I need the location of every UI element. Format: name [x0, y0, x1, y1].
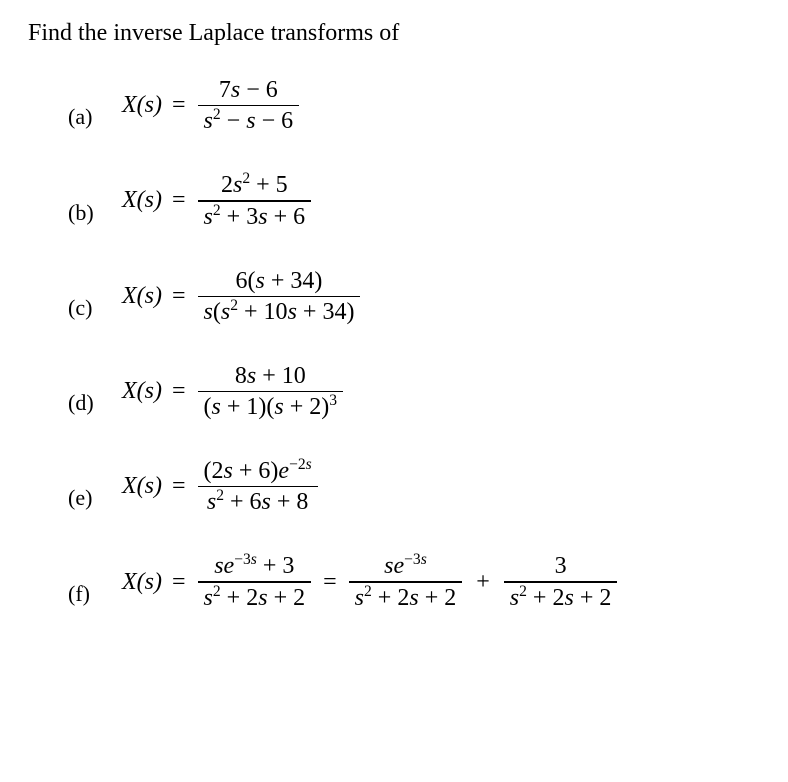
label-a: (a)	[68, 104, 104, 136]
label-c: (c)	[68, 295, 104, 327]
numerator-d: 8s + 10	[229, 361, 312, 391]
denominator-f-r2: s2 + 2s + 2	[504, 583, 618, 613]
problem-list: (a) X(s) = 7s − 6 s2 − s − 6 (b) X(s) = …	[68, 75, 760, 613]
equation-c: X(s) = 6(s + 34) s(s2 + 10s + 34)	[122, 266, 362, 327]
problem-b: (b) X(s) = 2s2 + 5 s2 + 3s + 6	[68, 170, 760, 231]
equals-c: =	[172, 283, 186, 310]
lhs-e: X(s)	[122, 473, 162, 500]
fraction-f-r1: se−3s s2 + 2s + 2	[349, 551, 463, 612]
denominator-f-r1: s2 + 2s + 2	[349, 583, 463, 613]
equation-f: X(s) = se−3s + 3 s2 + 2s + 2 = se−3s s2 …	[122, 551, 619, 612]
fraction-d: 8s + 10 (s + 1)(s + 2)3	[198, 361, 344, 422]
denominator-e: s2 + 6s + 8	[201, 487, 315, 517]
problem-d: (d) X(s) = 8s + 10 (s + 1)(s + 2)3	[68, 361, 760, 422]
equals-a: =	[172, 92, 186, 119]
lhs-b: X(s)	[122, 187, 162, 214]
lhs-f: X(s)	[122, 569, 162, 596]
fraction-e: (2s + 6)e−2s s2 + 6s + 8	[198, 456, 318, 517]
numerator-c: 6(s + 34)	[230, 266, 329, 296]
label-e: (e)	[68, 485, 104, 517]
label-d: (d)	[68, 390, 104, 422]
lhs-d: X(s)	[122, 378, 162, 405]
equals-d: =	[172, 378, 186, 405]
plus-f: +	[476, 569, 490, 596]
label-f: (f)	[68, 581, 104, 613]
problem-c: (c) X(s) = 6(s + 34) s(s2 + 10s + 34)	[68, 266, 760, 327]
fraction-f-left: se−3s + 3 s2 + 2s + 2	[198, 551, 312, 612]
label-b: (b)	[68, 200, 104, 232]
denominator-d: (s + 1)(s + 2)3	[198, 392, 344, 422]
equals-f1: =	[172, 569, 186, 596]
equation-a: X(s) = 7s − 6 s2 − s − 6	[122, 75, 301, 136]
numerator-a: 7s − 6	[213, 75, 284, 105]
prompt-text: Find the inverse Laplace transforms of	[28, 20, 760, 47]
numerator-f-left: se−3s + 3	[208, 551, 300, 581]
problem-e: (e) X(s) = (2s + 6)e−2s s2 + 6s + 8	[68, 456, 760, 517]
equation-d: X(s) = 8s + 10 (s + 1)(s + 2)3	[122, 361, 345, 422]
denominator-f-left: s2 + 2s + 2	[198, 583, 312, 613]
equals-e: =	[172, 473, 186, 500]
fraction-a: 7s − 6 s2 − s − 6	[198, 75, 300, 136]
equals-f2: =	[323, 569, 337, 596]
problem-a: (a) X(s) = 7s − 6 s2 − s − 6	[68, 75, 760, 136]
denominator-c: s(s2 + 10s + 34)	[198, 297, 361, 327]
equals-b: =	[172, 187, 186, 214]
denominator-a: s2 − s − 6	[198, 106, 300, 136]
numerator-b: 2s2 + 5	[215, 170, 294, 200]
equation-e: X(s) = (2s + 6)e−2s s2 + 6s + 8	[122, 456, 320, 517]
fraction-f-r2: 3 s2 + 2s + 2	[504, 551, 618, 612]
fraction-c: 6(s + 34) s(s2 + 10s + 34)	[198, 266, 361, 327]
lhs-a: X(s)	[122, 92, 162, 119]
problem-f: (f) X(s) = se−3s + 3 s2 + 2s + 2 = se−3s…	[68, 551, 760, 612]
numerator-f-r2: 3	[549, 551, 573, 581]
denominator-b: s2 + 3s + 6	[198, 202, 312, 232]
equation-b: X(s) = 2s2 + 5 s2 + 3s + 6	[122, 170, 313, 231]
numerator-e: (2s + 6)e−2s	[198, 456, 318, 486]
numerator-f-r1: se−3s	[378, 551, 433, 581]
lhs-c: X(s)	[122, 283, 162, 310]
fraction-b: 2s2 + 5 s2 + 3s + 6	[198, 170, 312, 231]
